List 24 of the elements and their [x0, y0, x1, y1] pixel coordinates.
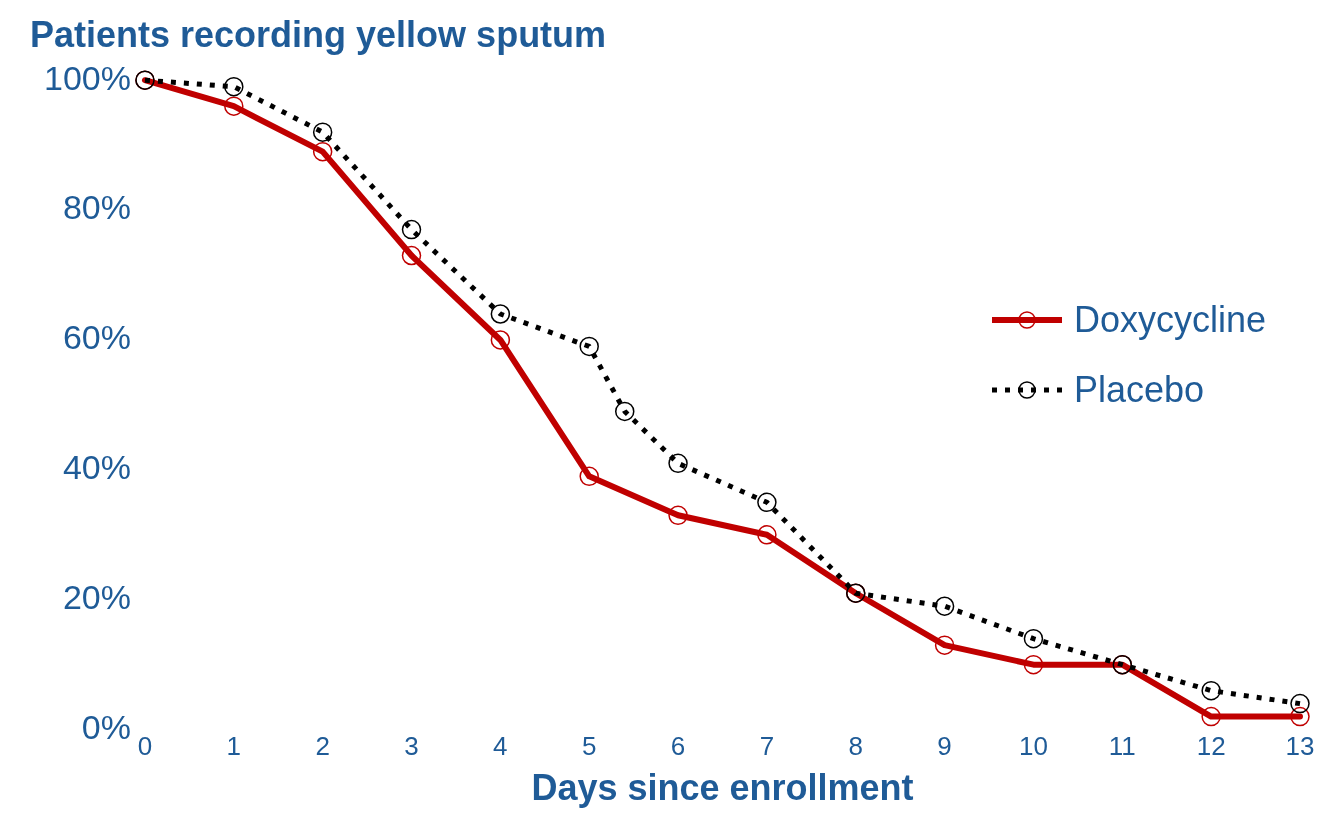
x-tick-label: 8 [848, 731, 863, 762]
y-tick-label: 100% [43, 58, 131, 97]
x-tick-label: 11 [1108, 731, 1136, 762]
x-tick-label: 3 [404, 731, 419, 762]
x-tick-label: 6 [670, 731, 686, 762]
y-tick-label: 60% [62, 318, 131, 357]
x-tick-label: 9 [937, 731, 952, 762]
x-axis-title: Days since enrollment [531, 767, 914, 809]
y-tick-label: 0% [81, 707, 131, 746]
y-tick-label: 20% [62, 578, 131, 617]
x-tick-label: 13 [1285, 731, 1315, 762]
x-tick-label: 2 [315, 731, 330, 762]
y-tick-label: 40% [62, 448, 131, 487]
y-tick-label: 80% [62, 188, 131, 227]
x-tick-label: 5 [581, 731, 597, 762]
x-tick-label: 0 [137, 731, 153, 762]
x-tick-label: 7 [759, 731, 775, 762]
x-tick-label: 1 [226, 731, 242, 762]
x-tick-label: 12 [1196, 731, 1226, 762]
x-tick-label: 4 [493, 731, 508, 762]
x-tick-label: 10 [1018, 731, 1048, 762]
legend-label: Placebo [1074, 369, 1205, 410]
legend-label: Doxycycline [1074, 299, 1267, 340]
chart-title: Patients recording yellow sputum [30, 13, 607, 55]
